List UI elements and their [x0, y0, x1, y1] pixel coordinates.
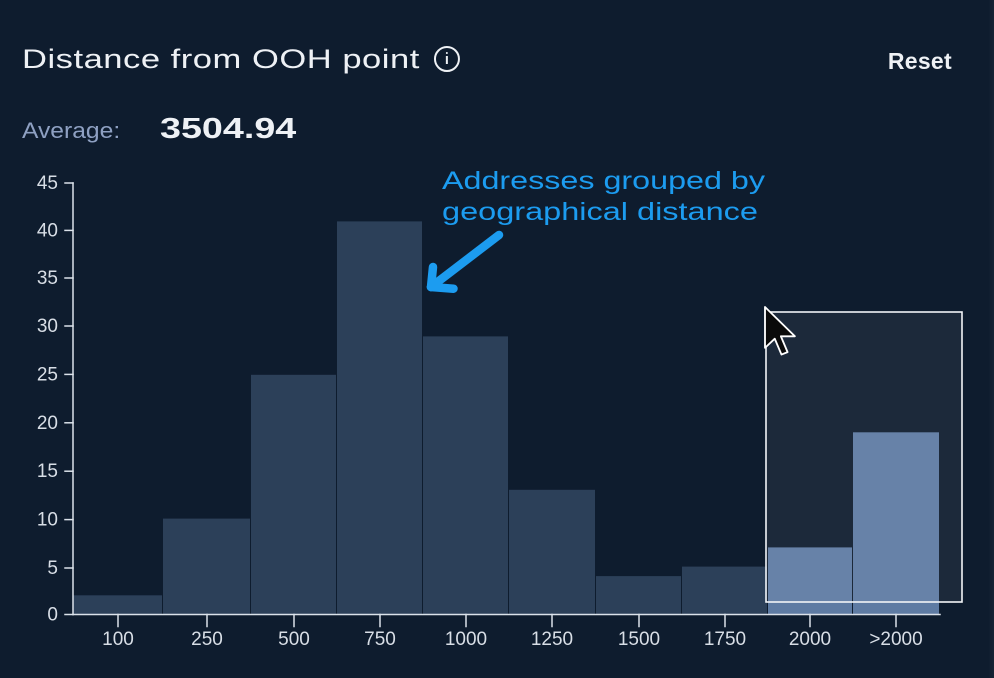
svg-text:40: 40 [37, 220, 58, 241]
svg-text:10: 10 [37, 510, 58, 531]
svg-text:250: 250 [191, 629, 223, 650]
svg-text:5: 5 [47, 558, 58, 579]
svg-text:20: 20 [37, 413, 58, 434]
svg-text:500: 500 [278, 629, 310, 650]
svg-text:45: 45 [37, 173, 58, 194]
svg-text:25: 25 [37, 364, 58, 385]
svg-text:1750: 1750 [704, 629, 746, 650]
svg-text:2000: 2000 [789, 629, 831, 650]
svg-text:750: 750 [364, 629, 396, 650]
svg-text:>2000: >2000 [869, 629, 922, 650]
svg-text:geographical distance: geographical distance [442, 198, 758, 226]
svg-text:15: 15 [37, 461, 58, 482]
svg-text:0: 0 [47, 605, 58, 626]
svg-text:1500: 1500 [618, 629, 660, 650]
svg-text:100: 100 [102, 629, 134, 650]
svg-text:35: 35 [37, 268, 58, 289]
svg-text:30: 30 [37, 316, 58, 337]
svg-text:1250: 1250 [531, 629, 573, 650]
svg-text:Addresses grouped by: Addresses grouped by [442, 167, 766, 195]
svg-text:1000: 1000 [445, 629, 487, 650]
